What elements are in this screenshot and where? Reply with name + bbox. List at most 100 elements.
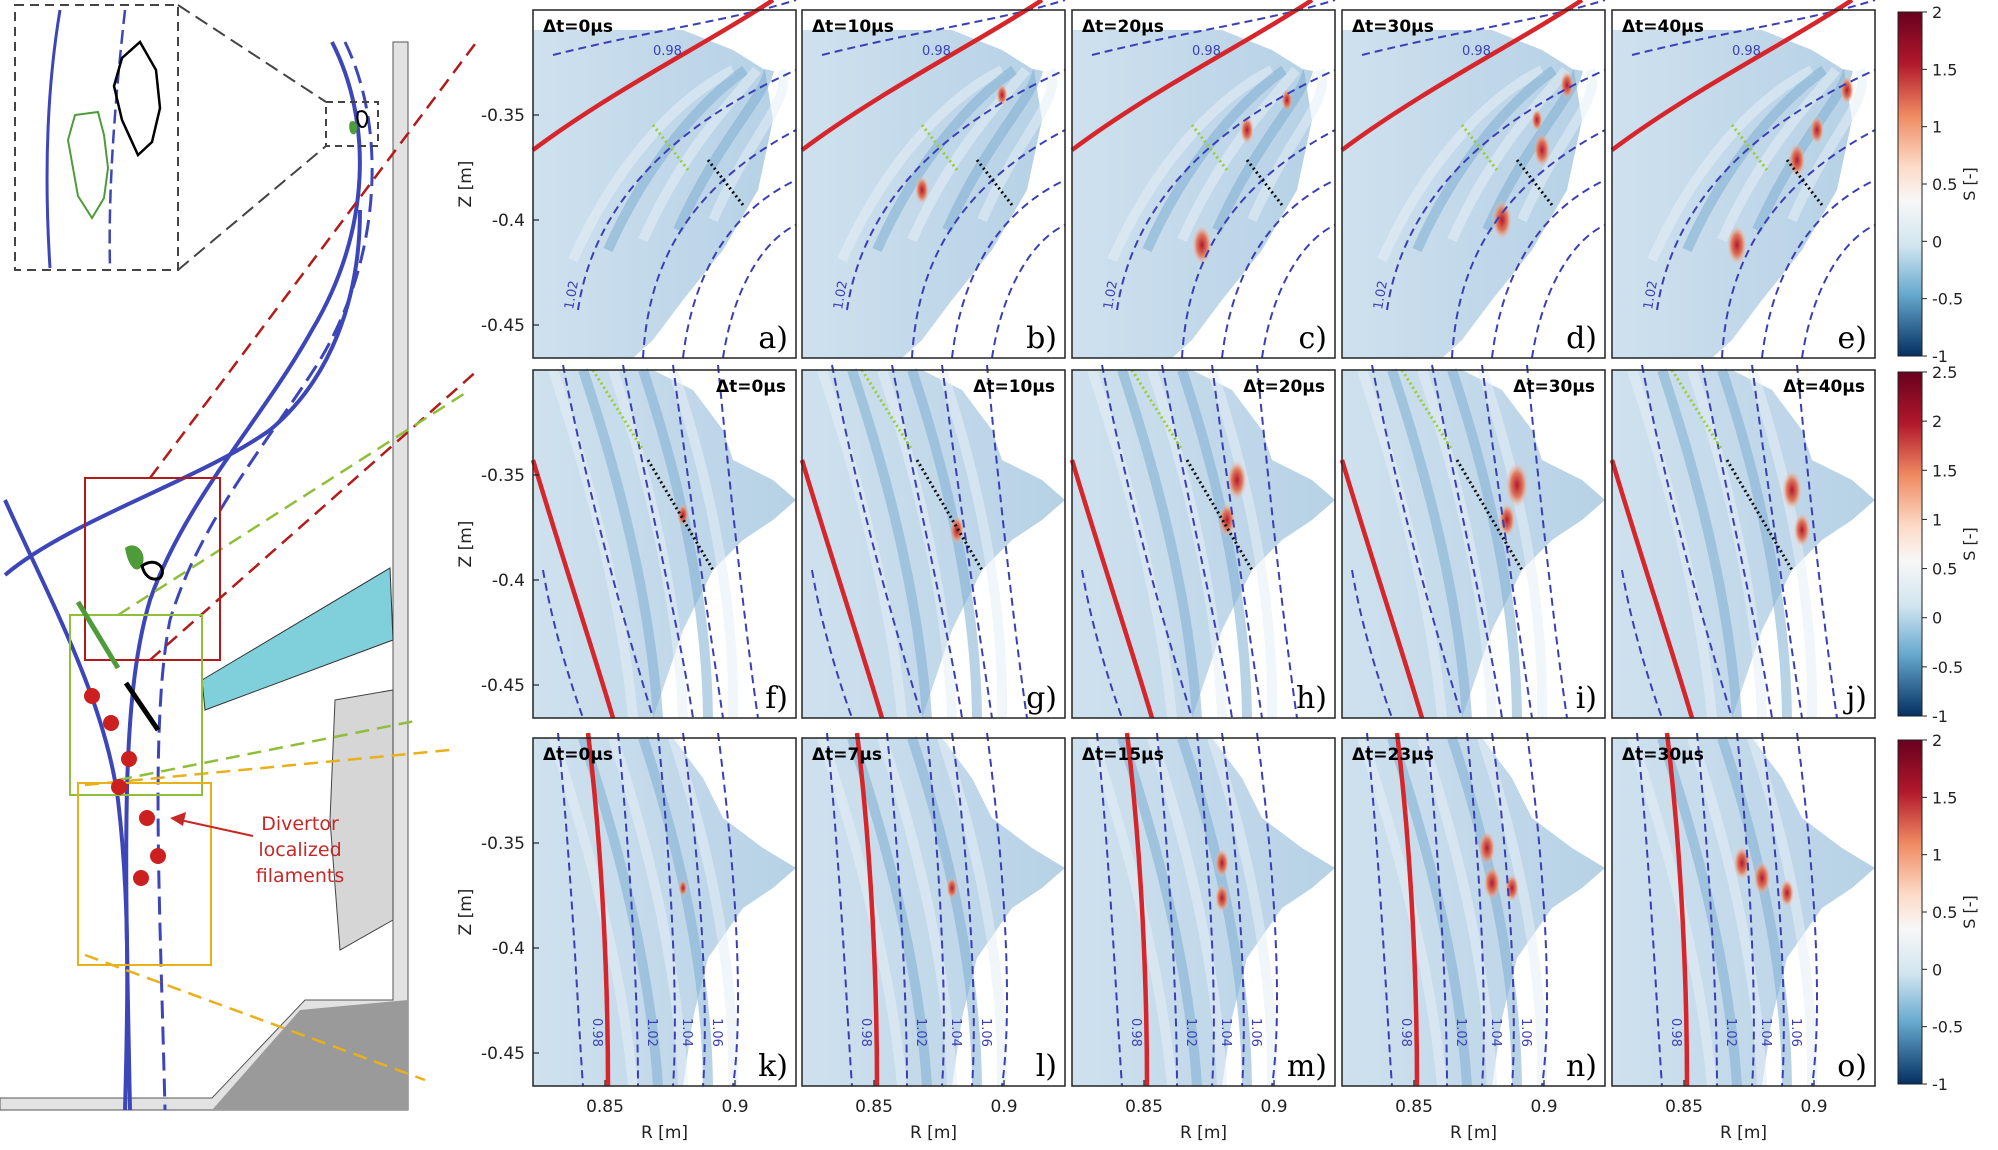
flux-surface: [1721, 129, 1876, 359]
flux-surface: [672, 364, 724, 719]
filament-hotspot: [1533, 133, 1551, 167]
inset-frame: [14, 4, 179, 271]
panel-letter: b): [1026, 321, 1057, 356]
emission-streak: [673, 68, 774, 233]
flux-surface: [1481, 364, 1533, 719]
flux-surface: [986, 364, 1028, 719]
black-tracked-contour: [1455, 459, 1524, 571]
panel-grid: Δt=0μsa)0.981.02Δt=10μsb)0.981.02Δt=20μs…: [456, 0, 1979, 1143]
emission-streak: [1747, 368, 1818, 719]
filament-hotspot: [946, 876, 958, 900]
filament-hotspot: [1192, 225, 1212, 265]
flux-surface: [617, 732, 639, 1087]
panel-time-label: Δt=40μs: [1783, 377, 1865, 397]
emission-streak: [1147, 368, 1227, 719]
panel-letter: a): [758, 321, 788, 356]
filament-hotspot: [1492, 200, 1512, 240]
flux-surface: [1531, 224, 1606, 359]
flux-surface: [1656, 69, 1876, 311]
panel-time-label: Δt=7μs: [812, 745, 882, 765]
flux-surface: [1116, 69, 1336, 311]
flux-surface: [1761, 732, 1785, 1087]
colorbar-tick-label: -1: [1932, 347, 1948, 366]
panel-frame: [1071, 9, 1336, 359]
filament-hotspot: [996, 83, 1008, 107]
machine-schematic: Divertor localized filaments: [0, 4, 480, 1111]
green-tracked-contour: [1130, 369, 1184, 451]
emission-streak: [1207, 368, 1278, 719]
contour-label: 1.06: [1788, 1018, 1803, 1047]
contour-label: 1.04: [1218, 1018, 1233, 1047]
flux-surface: [1256, 364, 1298, 719]
emission-streak: [1687, 736, 1767, 1087]
x-tick-label: 0.85: [1665, 1097, 1703, 1117]
y-tick-label: -0.35: [481, 834, 525, 854]
panel-time-label: Δt=23μs: [1352, 745, 1434, 765]
emission-streak: [977, 68, 1058, 223]
colorbar: [1897, 739, 1923, 1085]
panel-frame: [532, 9, 797, 359]
flux-surface: [1466, 732, 1485, 1087]
flux-surface: [1796, 364, 1838, 719]
x-axis-label: R [m]: [910, 1123, 957, 1143]
colorbar-tick-label: -1: [1932, 1075, 1948, 1094]
filament-hotspot: [1840, 76, 1854, 104]
x-tick-label: 0.9: [1530, 1097, 1557, 1117]
flux-surface: [1181, 129, 1336, 359]
red-view-line-2: [149, 369, 479, 661]
emission-streak: [872, 65, 1017, 253]
emission-streak: [568, 65, 736, 263]
separatrix-line: [1664, 732, 1690, 1087]
inset-source-box: [325, 101, 379, 147]
colorbar-tick-label: 0.5: [1932, 903, 1957, 922]
flux-surface: [891, 364, 963, 719]
panel-time-label: Δt=15μs: [1082, 745, 1164, 765]
flux-surface: [886, 732, 908, 1087]
emission-streak: [668, 368, 739, 719]
colorbar-tick-label: 2: [1932, 3, 1942, 22]
green-tracked-contour: [1400, 369, 1454, 451]
panel-h: Δt=20μs h): [1069, 364, 1336, 719]
annotation-line-2: localized: [258, 839, 341, 861]
panel-letter: k): [758, 1049, 788, 1084]
green-tracked-contour: [860, 369, 914, 451]
colorbar-tick-label: -0.5: [1932, 1018, 1963, 1037]
black-tracked-contour: [1185, 459, 1254, 571]
emission-streak: [837, 65, 1005, 263]
flux-surface: [1761, 179, 1876, 359]
emission-streak: [1747, 736, 1818, 1087]
panel-time-label: Δt=10μs: [812, 17, 894, 37]
colorbar-label: S [-]: [1960, 167, 1979, 201]
flux-surface: [657, 732, 676, 1087]
flux-surface: [642, 129, 797, 359]
inset-connector-top: [177, 4, 327, 103]
panel-letter: d): [1566, 321, 1597, 356]
contour-label: 0.98: [653, 44, 682, 59]
colorbar-tick-label: 1.5: [1932, 60, 1957, 79]
emission-streak: [1717, 66, 1840, 243]
green-tracked-contour: [1670, 369, 1724, 451]
panel-letter: c): [1298, 321, 1327, 356]
flux-surface: [1491, 179, 1606, 359]
flux-surface: [717, 732, 739, 1087]
flux-surface: [1736, 732, 1755, 1087]
x-axis-label: R [m]: [1180, 1123, 1227, 1143]
flux-surface: [1366, 732, 1393, 1087]
contour-label: 1.02: [913, 1018, 928, 1047]
contour-label: 1.04: [1758, 1018, 1773, 1047]
y-tick-label: -0.4: [492, 571, 525, 591]
emission-streak: [668, 736, 739, 1087]
y-tick-label: -0.45: [481, 1044, 525, 1064]
flux-surface: [1431, 364, 1503, 719]
flux-surface: [1491, 732, 1515, 1087]
y-tick-label: -0.35: [481, 466, 525, 486]
emission-streak: [1387, 368, 1472, 719]
emission-streak: [1477, 368, 1548, 719]
filament-hotspot: [1505, 462, 1529, 508]
contour-label: 0.98: [1668, 1018, 1683, 1047]
y-tick-label: -0.35: [481, 106, 525, 126]
flux-surface: [1426, 732, 1448, 1087]
flux-surface: [722, 224, 797, 359]
colorbar: [1897, 11, 1923, 357]
